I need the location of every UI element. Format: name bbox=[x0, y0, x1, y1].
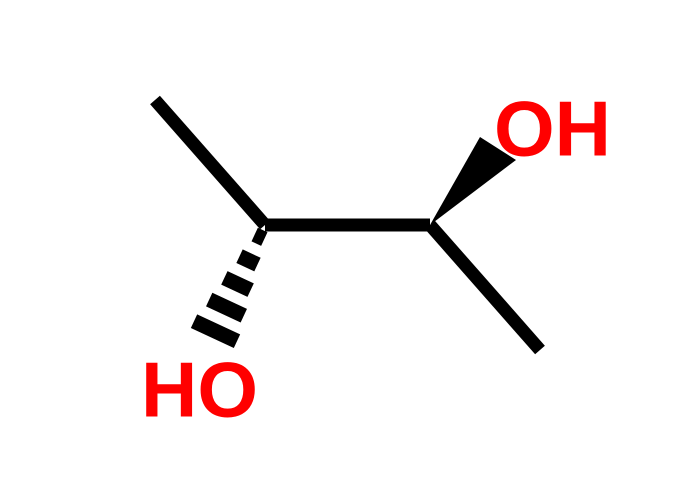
hash-bar bbox=[255, 235, 265, 239]
canvas-bg bbox=[0, 0, 694, 503]
label-HO_bot: HO bbox=[141, 346, 258, 434]
label-OH_top: OH bbox=[494, 85, 611, 173]
hash-bar bbox=[240, 256, 258, 264]
molecule-diagram: OH HO bbox=[0, 0, 694, 503]
